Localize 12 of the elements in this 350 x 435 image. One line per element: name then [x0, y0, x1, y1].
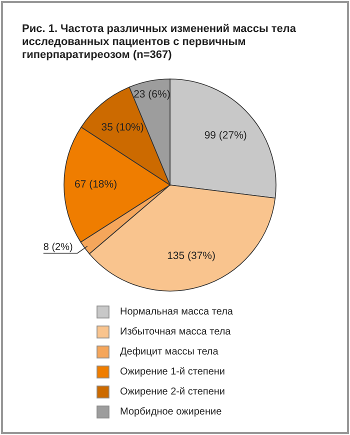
legend-label: Ожирение 2-й степени [120, 386, 225, 398]
legend-label: Ожирение 1-й степени [120, 366, 225, 378]
data-label: 67 (18%) [74, 178, 118, 190]
legend-label: Дефицит массы тела [120, 346, 219, 358]
legend-label: Нормальная масса тела [120, 306, 234, 318]
data-label: 99 (27%) [204, 130, 247, 142]
legend-label: Избыточная масса тела [120, 326, 232, 338]
data-label: 135 (37%) [167, 250, 216, 262]
legend-label: Морбидное ожирение [120, 406, 222, 418]
data-label: 35 (10%) [101, 122, 144, 134]
chart-title: Рис. 1. Частота различных изменений массы тела исследованных пациентов с первичным гиперпаратиреозом (n=367) [22, 23, 297, 61]
data-label: 8 (2%) [43, 242, 73, 254]
